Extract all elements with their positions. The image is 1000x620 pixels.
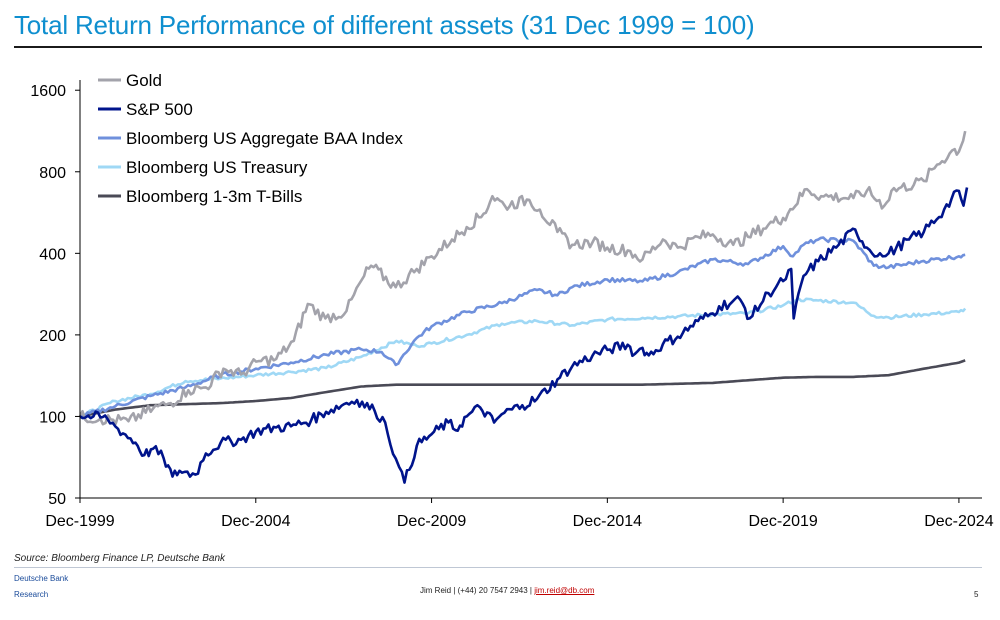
chart-legend: Gold S&P 500 Bloomberg US Aggregate BAA In… [98,71,403,206]
series-layer [78,130,969,484]
y-tick-label: 200 [39,328,66,345]
legend-label: Bloomberg US Treasury [126,158,308,177]
y-tick-label: 100 [39,409,66,426]
x-tick-label: Dec-2004 [221,513,290,530]
x-tick-label: Dec-2019 [748,513,817,530]
title-divider [14,46,982,48]
axes-layer: 50 100 200 400 800 1600 Dec-1999 Dec-2004 Dec-20… [30,80,994,530]
series-line-bloomberg-1-3m-t-bills [79,359,966,418]
contact-email-link[interactable]: jim.reid@db.com [534,586,595,595]
x-tick-label: Dec-2014 [573,513,642,530]
series-line-bloomberg-us-aggregate-baa-index [79,236,966,418]
series-line-s-p-500 [79,187,969,484]
page-number: 5 [974,590,979,599]
x-tick-label: Dec-2024 [924,513,993,530]
legend-label: Gold [126,71,162,90]
x-tick-label: Dec-1999 [45,513,114,530]
footer-divider [14,567,982,568]
page-title: Total Return Performance of different as… [14,10,755,40]
legend-label: S&P 500 [126,100,193,119]
legend-label: Bloomberg 1-3m T-Bills [126,187,302,206]
y-tick-label: 400 [39,246,66,263]
source-note: Source: Bloomberg Finance LP, Deutsche B… [14,553,226,564]
y-tick-label: 800 [39,165,66,182]
brand-subtitle: Research [14,590,49,599]
y-tick-label: 50 [48,491,66,508]
x-tick-label: Dec-2009 [397,513,466,530]
legend-label: Bloomberg US Aggregate BAA Index [126,129,403,148]
y-tick-label: 1600 [30,83,66,100]
series-line-bloomberg-us-treasury [79,297,967,418]
line-chart: 50 100 200 400 800 1600 Dec-1999 Dec-2004 Dec-20… [30,71,994,530]
contact-info: Jim Reid | (+44) 20 7547 2943 | jim.reid… [420,586,594,595]
series-line-gold [78,130,967,426]
contact-text: Jim Reid | (+44) 20 7547 2943 | [420,586,535,595]
brand-name: Deutsche Bank [14,574,69,583]
